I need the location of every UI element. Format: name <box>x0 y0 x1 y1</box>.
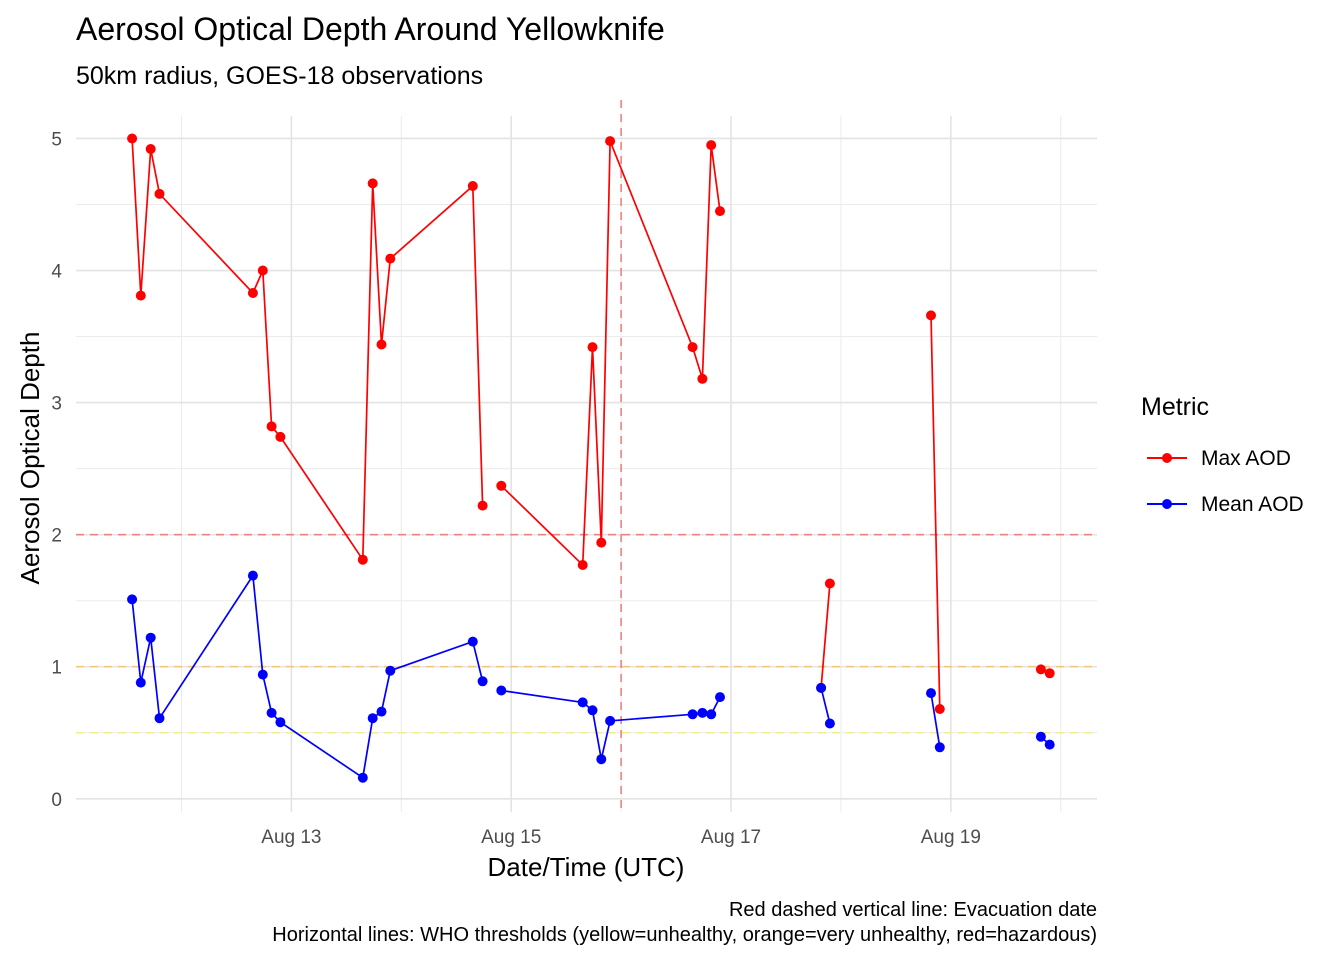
max-aod-point <box>926 310 936 321</box>
max-aod-point <box>367 178 378 189</box>
mean-aod-point <box>577 697 588 708</box>
mean-aod-point <box>587 705 598 716</box>
max-aod-point <box>145 144 156 154</box>
mean-aod-point <box>367 713 378 724</box>
y-axis-title: Aerosol Optical Depth <box>15 332 45 585</box>
max-aod-point <box>577 560 588 570</box>
mean-aod-point <box>687 709 698 720</box>
mean-aod-point <box>926 688 936 699</box>
mean-aod-point <box>605 715 616 726</box>
x-tick-label: Aug 13 <box>261 827 321 848</box>
mean-aod-point <box>824 718 835 729</box>
mean-aod-point <box>467 636 478 647</box>
series-layer <box>127 133 1055 783</box>
max-aod-point <box>715 206 725 217</box>
y-tick-label: 5 <box>51 129 62 150</box>
max-aod-point <box>357 554 368 565</box>
legend-max-point-key <box>1162 453 1172 463</box>
legend-mean-point-key <box>1162 499 1172 509</box>
legend-title: Metric <box>1141 393 1209 421</box>
max-aod-point <box>154 188 165 199</box>
mean-aod-point <box>715 692 725 703</box>
mean-aod-point <box>706 709 717 720</box>
mean-aod-point <box>385 665 396 676</box>
max-aod-point <box>706 140 717 151</box>
chart-subtitle: 50km radius, GOES-18 observations <box>76 62 483 90</box>
mean-aod-point <box>477 676 488 687</box>
mean-aod-point <box>127 594 138 605</box>
mean-aod-point <box>266 707 277 718</box>
caption-line-2: Horizontal lines: WHO thresholds (yellow… <box>272 924 1097 946</box>
max-aod-point <box>934 704 945 714</box>
max-aod-point <box>1035 664 1046 675</box>
mean-aod-point <box>357 772 368 783</box>
max-aod-point <box>687 342 698 353</box>
mean-aod-line-segment <box>930 692 941 748</box>
max-aod-point <box>587 342 598 353</box>
mean-aod-point <box>154 713 165 724</box>
series-mean-aod <box>127 570 1055 783</box>
legend-label-mean: Mean AOD <box>1201 493 1304 516</box>
y-tick-label: 3 <box>51 394 62 415</box>
y-tick-label: 1 <box>51 658 62 679</box>
max-aod-point <box>605 136 616 147</box>
max-aod-point <box>467 181 478 191</box>
max-aod-point <box>824 578 835 589</box>
mean-aod-point <box>376 706 387 717</box>
max-aod-point <box>596 537 607 548</box>
max-aod-point <box>385 253 396 264</box>
mean-aod-point <box>697 707 708 718</box>
max-aod-point <box>247 288 258 298</box>
mean-aod-point <box>275 717 286 728</box>
mean-aod-point <box>596 754 607 765</box>
max-aod-point <box>496 480 507 491</box>
x-tick-label: Aug 17 <box>701 827 761 848</box>
legend: Metric Max AOD Mean AOD <box>1141 393 1304 516</box>
mean-aod-point <box>1044 739 1055 750</box>
max-aod-point <box>697 373 708 384</box>
max-aod-point <box>1044 668 1055 679</box>
max-aod-line-segment <box>131 138 484 563</box>
max-aod-line-segment <box>820 583 831 688</box>
mean-aod-point <box>934 742 945 753</box>
x-axis-title: Date/Time (UTC) <box>488 852 685 882</box>
mean-aod-line-segment <box>820 687 831 724</box>
mean-aod-point <box>247 570 258 581</box>
y-tick-label: 2 <box>51 526 62 547</box>
y-tick-label: 4 <box>51 262 62 283</box>
mean-aod-point <box>135 677 146 688</box>
max-aod-point <box>257 265 268 276</box>
mean-aod-line-segment <box>131 573 484 780</box>
max-aod-point <box>135 290 146 301</box>
x-tick-label: Aug 19 <box>921 827 981 848</box>
reference-lines <box>76 100 1097 812</box>
axis-labels: 0 1 2 3 4 5 Aug 13 Aug 15 Aug 17 Aug 19 <box>51 129 981 848</box>
series-max-aod <box>127 133 1055 714</box>
y-tick-label: 0 <box>51 790 62 811</box>
max-aod-point <box>376 339 387 350</box>
chart-title: Aerosol Optical Depth Around Yellowknife <box>76 11 665 47</box>
mean-aod-point <box>1035 731 1046 742</box>
mean-aod-point <box>145 632 156 643</box>
mean-aod-point <box>257 669 268 680</box>
max-aod-point <box>477 500 488 511</box>
legend-label-max: Max AOD <box>1201 447 1291 470</box>
max-aod-line-segment <box>930 315 941 710</box>
mean-aod-point <box>496 685 507 696</box>
max-aod-point <box>266 421 277 432</box>
max-aod-point <box>275 431 286 442</box>
max-aod-point <box>127 133 138 144</box>
x-tick-label: Aug 15 <box>481 827 541 848</box>
caption-line-1: Red dashed vertical line: Evacuation dat… <box>729 899 1097 921</box>
mean-aod-point <box>816 682 827 693</box>
